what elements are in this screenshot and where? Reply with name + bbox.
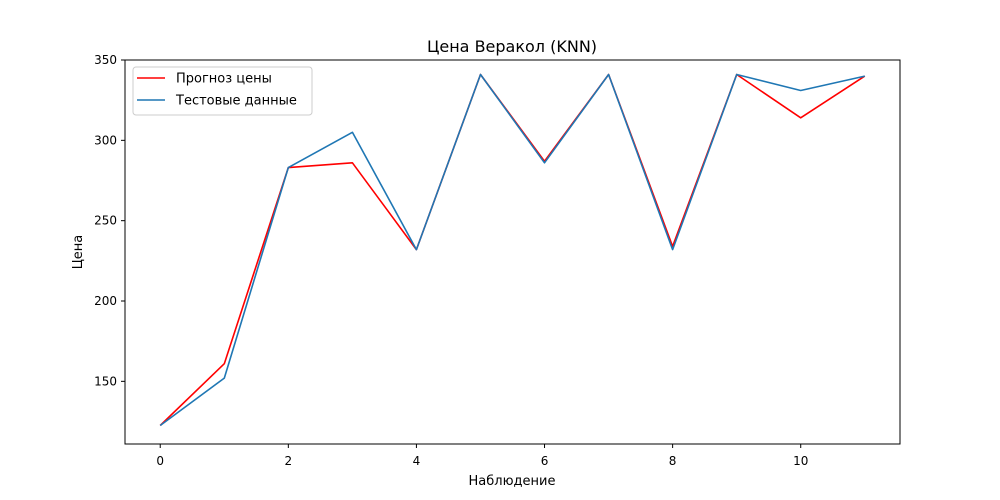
x-tick-label: 10 xyxy=(793,454,808,468)
y-axis-label: Цена xyxy=(71,235,86,270)
x-axis-label: Наблюдение xyxy=(469,474,556,489)
x-tick-label: 2 xyxy=(285,454,293,468)
legend-box xyxy=(132,66,313,116)
chart-title: Цена Веракол (KNN) xyxy=(427,37,597,56)
y-tick-label: 300 xyxy=(94,133,117,147)
x-tick-label: 6 xyxy=(541,454,549,468)
series-line-1 xyxy=(159,73,865,427)
x-axis: 0 2 4 6 8 10 xyxy=(156,444,808,468)
y-tick-label: 350 xyxy=(94,53,117,67)
y-tick-label: 250 xyxy=(94,214,117,228)
legend-label-0: Прогноз цены xyxy=(176,72,272,87)
legend: Прогноз цены Тестовые данные xyxy=(132,66,313,116)
series-line-0 xyxy=(159,73,866,427)
y-axis: 150 200 250 300 350 xyxy=(94,53,125,388)
plot-lines xyxy=(159,73,866,427)
x-tick-label: 8 xyxy=(669,454,677,468)
plot-frame xyxy=(124,59,901,445)
x-tick-label: 0 xyxy=(156,454,164,468)
y-tick-label: 150 xyxy=(94,374,117,388)
x-tick-label: 4 xyxy=(413,454,421,468)
legend-label-1: Тестовые данные xyxy=(175,94,297,109)
y-tick-label: 200 xyxy=(94,294,117,308)
